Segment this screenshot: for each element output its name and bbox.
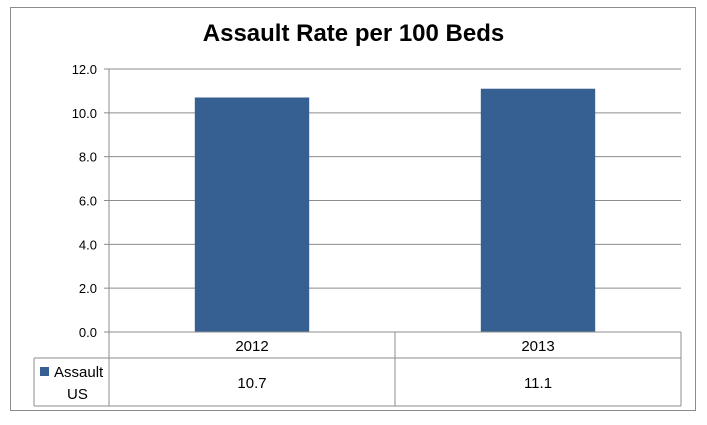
category-label-2012: 2012 [235,338,268,355]
bars [194,88,596,332]
category-label-2013: 2013 [521,338,554,355]
chart-title: Assault Rate per 100 Beds [202,20,505,47]
y-tick-label: 12.0 [72,62,97,77]
y-tick-labels: 0.0 2.0 4.0 6.0 8.0 10.0 12.0 [72,62,97,340]
legend-label-line2: US [67,386,88,403]
legend-swatch [40,367,49,376]
y-tick-label: 4.0 [79,237,97,252]
y-tick-label: 2.0 [79,281,97,296]
bar-2012 [194,97,310,332]
data-table: 2012 10.7 2013 11.1 Assault US [33,331,682,407]
value-label-2013: 11.1 [524,375,552,392]
value-label-2012: 10.7 [237,375,266,392]
legend-label-line1: Assault [54,364,104,381]
y-tick-label: 6.0 [79,194,97,209]
y-tick-label: 10.0 [72,106,97,121]
y-tick-label: 8.0 [79,150,97,165]
bar-2013 [480,88,596,332]
y-tick-label: 0.0 [79,325,97,340]
